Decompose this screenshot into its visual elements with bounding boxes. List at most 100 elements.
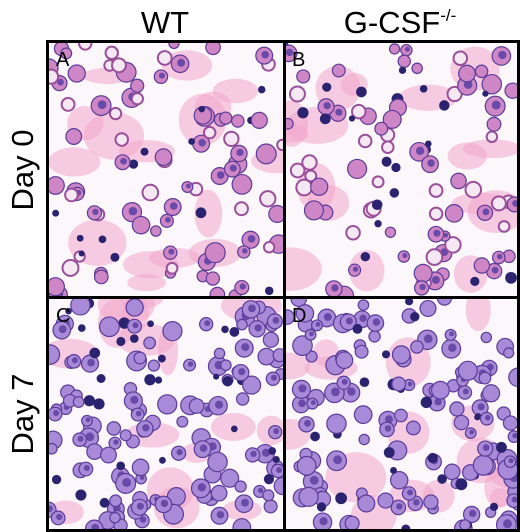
- nucleus: [57, 78, 64, 86]
- cell: [131, 458, 150, 477]
- cell: [381, 156, 392, 167]
- nucleus: [434, 398, 442, 406]
- cell: [61, 258, 80, 277]
- cell: [223, 130, 240, 148]
- cell: [72, 396, 85, 408]
- nucleus: [276, 467, 283, 474]
- nucleus: [341, 378, 348, 385]
- nucleus: [261, 50, 269, 59]
- cell: [405, 420, 421, 436]
- cell: [276, 138, 284, 152]
- cell: [188, 138, 196, 145]
- nucleus: [323, 102, 331, 110]
- cell: [345, 224, 361, 241]
- cell: [154, 148, 173, 166]
- cell: [221, 325, 229, 334]
- cell: [348, 115, 356, 122]
- cell: [459, 519, 471, 530]
- nucleus: [85, 432, 95, 442]
- cell: [371, 199, 383, 211]
- cell: [162, 321, 183, 342]
- nucleus: [270, 374, 277, 381]
- cell: [150, 225, 162, 237]
- nucleus: [77, 435, 84, 442]
- cell: [344, 515, 360, 530]
- nucleus: [404, 46, 410, 52]
- cell: [234, 201, 249, 217]
- cell: [129, 334, 139, 343]
- cell: [350, 103, 367, 120]
- nucleus: [468, 509, 477, 518]
- cell: [383, 447, 395, 458]
- nucleus: [433, 229, 441, 237]
- nucleus: [323, 312, 332, 321]
- cell: [268, 204, 284, 223]
- cell: [444, 236, 462, 254]
- cell: [472, 454, 494, 476]
- cell: [360, 252, 371, 262]
- nucleus: [396, 503, 403, 510]
- nucleus: [257, 487, 264, 494]
- nucleus: [199, 444, 208, 452]
- cell: [48, 277, 65, 297]
- nucleus: [491, 100, 501, 110]
- nucleus: [331, 387, 340, 397]
- cell: [452, 50, 469, 66]
- cell: [470, 276, 480, 287]
- nucleus: [130, 395, 139, 404]
- nucleus: [185, 183, 191, 189]
- cell: [424, 140, 432, 148]
- stain: [348, 249, 385, 292]
- cell: [388, 43, 401, 55]
- cell: [357, 494, 376, 513]
- nucleus: [384, 425, 392, 432]
- nucleus: [168, 248, 175, 255]
- nucleus: [214, 400, 224, 409]
- stain: [447, 142, 488, 170]
- nucleus: [250, 450, 257, 458]
- cell: [104, 45, 119, 61]
- nucleus: [285, 48, 294, 57]
- nucleus: [345, 317, 353, 325]
- cell: [230, 425, 238, 433]
- cell: [264, 286, 274, 296]
- nucleus: [58, 325, 67, 334]
- nucleus: [254, 324, 262, 332]
- nucleus: [407, 381, 413, 387]
- cell: [168, 42, 180, 50]
- nucleus: [335, 108, 343, 116]
- nucleus: [71, 357, 78, 364]
- nucleus: [482, 208, 490, 216]
- nucleus: [319, 517, 328, 526]
- row-label: Day 7: [5, 374, 40, 455]
- nucleus: [309, 331, 314, 337]
- cell: [259, 190, 277, 208]
- cell: [60, 47, 73, 60]
- nucleus: [384, 415, 393, 424]
- nucleus: [120, 157, 127, 165]
- cell: [144, 374, 156, 386]
- cell: [359, 377, 370, 388]
- cell: [326, 413, 347, 435]
- cell: [110, 57, 127, 74]
- cell: [210, 484, 228, 502]
- nucleus: [448, 343, 457, 352]
- cell: [156, 50, 173, 66]
- cell: [220, 359, 232, 372]
- cell: [310, 177, 329, 196]
- nucleus: [242, 248, 248, 254]
- cell: [439, 100, 450, 111]
- cell: [358, 433, 370, 446]
- nucleus: [298, 399, 306, 408]
- cell: [207, 451, 228, 473]
- cell: [411, 62, 423, 75]
- nucleus: [298, 384, 307, 393]
- cell: [391, 345, 411, 365]
- nucleus: [503, 519, 512, 529]
- cell: [495, 441, 507, 453]
- cell: [413, 263, 433, 283]
- nucleus: [132, 322, 139, 329]
- cell: [473, 257, 491, 274]
- nucleus: [402, 252, 408, 259]
- cell: [296, 455, 317, 476]
